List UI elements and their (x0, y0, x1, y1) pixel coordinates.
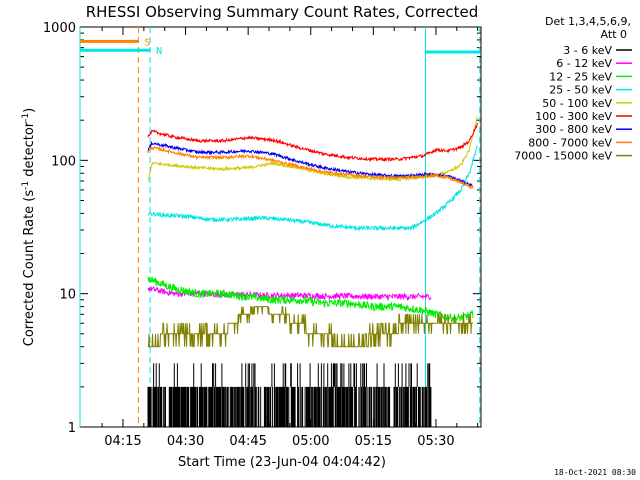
legend-title-1: Det 1,3,4,5,6,9, (545, 15, 631, 28)
legend-label: 800 - 7000 keV (528, 136, 612, 149)
legend-label: 100 - 300 keV (535, 110, 612, 123)
segment-bars: SN (80, 37, 480, 57)
night-saa-markers (79, 27, 481, 427)
plot-frame (79, 26, 482, 428)
y-axis-label-end: ) (22, 108, 37, 113)
series-layer (147, 116, 478, 427)
x-tick-label: 05:15 (355, 434, 392, 449)
x-tick-label: 05:30 (417, 434, 454, 449)
x-tick-label: 05:00 (292, 434, 329, 449)
series-line (147, 145, 478, 232)
x-axis-label: Start Time (23-Jun-04 04:04:42) (178, 455, 386, 470)
series-50-to-100keV (147, 116, 478, 182)
legend-label: 12 - 25 keV (549, 70, 612, 83)
series-line (147, 116, 478, 182)
series-7000-to-15000keV (148, 306, 473, 348)
segment-label: N (156, 46, 162, 57)
y-tick-label: 10 (59, 288, 76, 303)
legend-label: 50 - 100 keV (542, 97, 612, 110)
y-axis-label-sup1: -1 (21, 181, 31, 190)
footer-date: 18-Oct-2021 08:30 (554, 468, 636, 477)
legend-label: 25 - 50 keV (549, 84, 612, 97)
legend-title-2: Att 0 (601, 28, 627, 41)
series-800-to-7000keV (147, 145, 474, 190)
legend-label: 6 - 12 keV (556, 57, 612, 70)
chart-title: RHESSI Observing Summary Count Rates, Co… (86, 3, 479, 21)
x-tick-labels: 04:15 04:30 04:45 05:00 05:15 05:30 (104, 434, 454, 449)
legend-label: 300 - 800 keV (535, 123, 612, 136)
y-axis-label-mid: detector (22, 121, 37, 181)
series-3-to-6keV (147, 363, 432, 427)
x-tick-label: 04:15 (104, 434, 141, 449)
axis-ticks (80, 27, 481, 428)
series-12-to-25keV (147, 276, 474, 323)
series-line (147, 122, 478, 163)
series-line (147, 363, 432, 427)
legend-label: 7000 - 15000 keV (514, 150, 612, 163)
y-axis-label: Corrected Count Rate (s-1 detector-1) (21, 108, 37, 346)
series-line (147, 145, 474, 190)
series-6-to-12keV (147, 286, 432, 302)
y-tick-labels: 1 10 100 1000 (43, 21, 76, 436)
series-line (147, 276, 474, 323)
series-25-to-50keV (147, 145, 478, 232)
x-tick-label: 04:30 (167, 434, 204, 449)
y-tick-label: 1 (68, 421, 76, 436)
series-line (147, 286, 432, 302)
series-100-to-300keV (147, 122, 478, 163)
y-tick-label: 1000 (43, 21, 76, 36)
series-line (148, 306, 473, 348)
x-tick-label: 04:45 (229, 434, 266, 449)
y-tick-label: 100 (51, 154, 76, 169)
y-axis-label-main: Corrected Count Rate (s (22, 190, 37, 347)
legend-label: 3 - 6 keV (563, 44, 612, 57)
y-axis-label-sup2: -1 (21, 113, 31, 122)
segment-label: S (144, 37, 150, 48)
